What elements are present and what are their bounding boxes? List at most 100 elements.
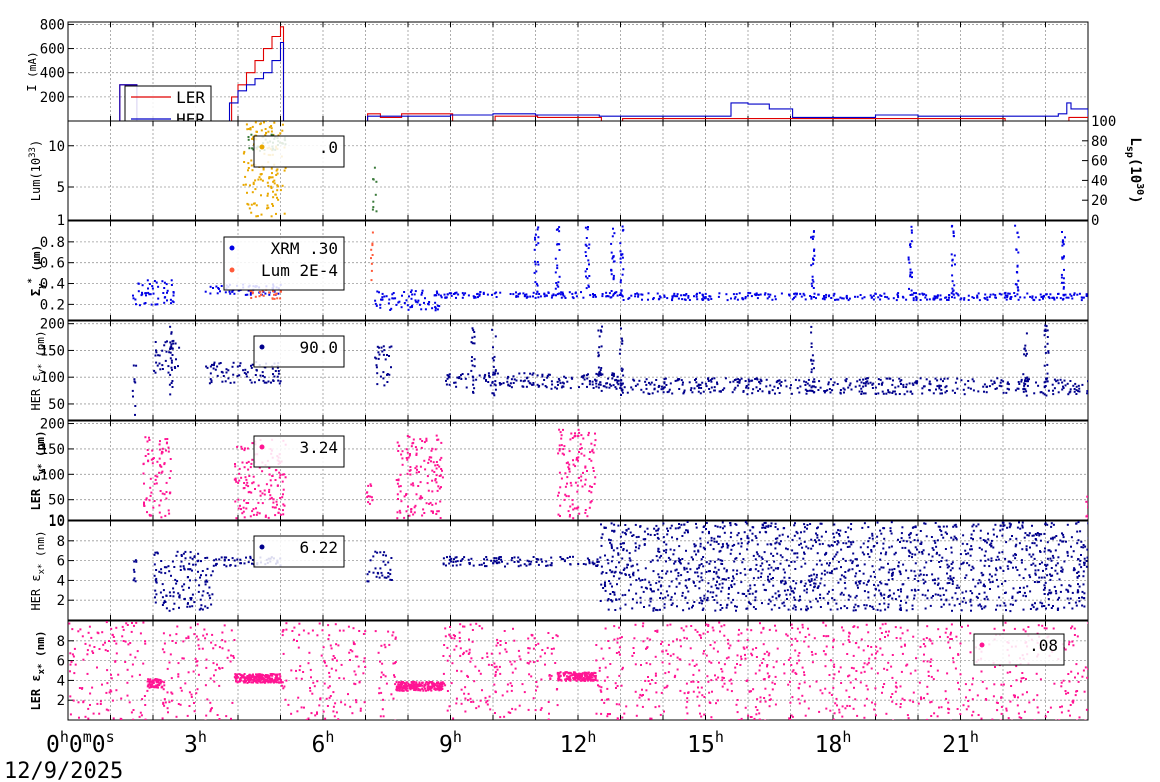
data-point: [145, 294, 147, 297]
data-point: [1026, 292, 1029, 295]
data-point: [160, 568, 163, 571]
data-point: [1042, 392, 1045, 395]
data-point: [844, 587, 847, 590]
data-point: [700, 576, 703, 579]
data-point: [887, 571, 890, 574]
data-point: [879, 593, 882, 596]
data-point: [1053, 378, 1056, 381]
data-point: [759, 378, 762, 381]
data-point: [606, 295, 609, 297]
data-point: [708, 530, 710, 533]
data-point: [260, 293, 262, 296]
data-point: [914, 381, 917, 384]
data-point: [1061, 570, 1064, 573]
data-point: [926, 597, 929, 600]
y-tick-label: 200: [40, 417, 65, 433]
data-point: [786, 548, 789, 551]
data-point: [882, 392, 885, 395]
data-point: [502, 382, 505, 385]
data-point: [556, 284, 559, 287]
data-point: [609, 296, 612, 299]
data-point: [1019, 527, 1022, 530]
data-point: [1025, 390, 1028, 393]
data-point: [166, 340, 168, 343]
data-point: [823, 390, 826, 392]
data-point: [436, 304, 439, 307]
data-point: [1024, 379, 1027, 382]
data-point: [1087, 380, 1088, 383]
data-point: [588, 506, 591, 509]
data-point: [153, 574, 156, 577]
data-point: [748, 592, 751, 595]
data-point: [1063, 606, 1066, 609]
data-point: [427, 489, 430, 492]
data-point: [966, 562, 969, 565]
data-point: [154, 371, 157, 374]
data-point: [827, 544, 830, 547]
data-point: [819, 582, 822, 585]
data-point: [713, 377, 716, 380]
data-point: [251, 363, 254, 366]
data-point: [1006, 296, 1009, 298]
data-point: [984, 605, 987, 608]
data-point: [837, 541, 840, 544]
data-point: [212, 564, 215, 567]
data-point: [730, 601, 733, 604]
data-point: [612, 575, 615, 578]
data-point: [1000, 385, 1003, 388]
data-point: [854, 603, 857, 606]
data-point: [657, 547, 660, 550]
data-point: [729, 381, 732, 384]
data-point: [165, 607, 168, 610]
data-point: [247, 138, 250, 141]
data-point: [563, 453, 565, 456]
data-point: [668, 585, 671, 588]
data-point: [993, 380, 996, 383]
data-point: [277, 372, 280, 375]
data-point: [883, 593, 886, 596]
data-point: [1003, 524, 1006, 527]
data-point: [367, 580, 370, 583]
data-point: [400, 306, 403, 309]
data-point: [535, 282, 538, 285]
data-point: [815, 541, 817, 544]
data-point: [1036, 532, 1039, 534]
data-point: [132, 364, 135, 367]
data-point: [1039, 293, 1042, 296]
data-point: [262, 379, 265, 382]
data-point: [434, 478, 437, 480]
data-point: [371, 499, 374, 502]
data-point: [448, 383, 451, 386]
data-point: [420, 293, 423, 296]
data-point: [407, 308, 410, 311]
data-point: [609, 541, 612, 544]
data-point: [368, 570, 371, 573]
data-point: [591, 450, 594, 453]
data-point: [378, 576, 381, 579]
data-point: [434, 306, 437, 309]
data-point: [794, 295, 797, 298]
data-point: [205, 574, 208, 577]
data-point: [953, 284, 956, 287]
data-point: [798, 537, 801, 540]
data-point: [604, 589, 607, 592]
data-point: [671, 536, 673, 539]
data-point: [696, 298, 699, 301]
data-point: [945, 296, 948, 299]
data-point: [742, 298, 745, 301]
data-point: [467, 558, 470, 561]
data-point: [246, 128, 249, 131]
data-point: [850, 523, 853, 525]
data-point: [810, 236, 812, 239]
data-point: [747, 589, 750, 592]
data-point: [1031, 524, 1033, 527]
data-point: [701, 600, 704, 602]
data-point: [522, 380, 525, 383]
data-point: [847, 386, 850, 389]
data-point: [1015, 248, 1018, 251]
data-point: [567, 495, 570, 498]
data-point: [716, 575, 719, 578]
data-point: [703, 548, 706, 551]
data-point: [1053, 298, 1056, 301]
data-point: [855, 594, 858, 597]
